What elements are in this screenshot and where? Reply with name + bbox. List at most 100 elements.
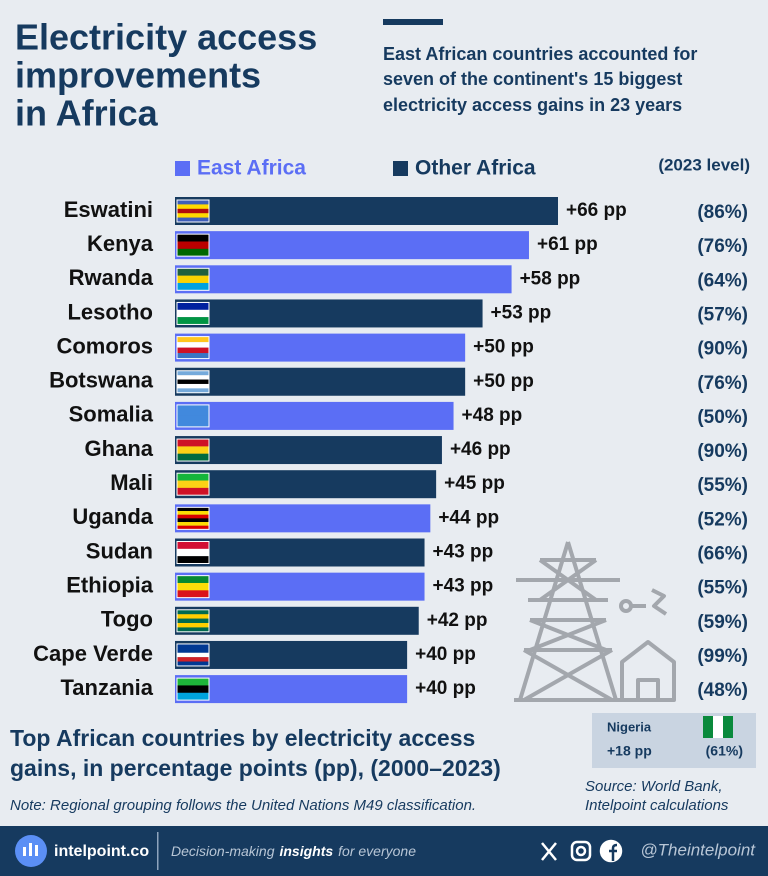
flag: [176, 233, 210, 257]
caption: Top African countries by electricity acc…: [10, 725, 501, 781]
brand[interactable]: intelpoint.co: [54, 843, 149, 860]
value-label: +43 pp: [433, 542, 494, 563]
flag-stripe: [177, 204, 209, 209]
bar: [175, 367, 466, 396]
level-label: (76%): [697, 373, 748, 394]
flag-border: [176, 404, 210, 428]
flag-stripe: [177, 213, 209, 218]
bar: [175, 572, 425, 601]
flag-border: [176, 301, 210, 325]
flag-stripe: [177, 268, 209, 276]
category-label: Rwanda: [69, 265, 154, 290]
value-label: +42 pp: [427, 610, 488, 631]
level-label: (86%): [697, 202, 748, 223]
note: Note: Regional grouping follows the Unit…: [10, 797, 476, 814]
accent-line: [383, 19, 443, 25]
flag-stripe: [177, 200, 209, 205]
flag-stripe: [177, 453, 209, 462]
legend-swatch: [393, 161, 408, 176]
inset-level: (61%): [706, 743, 743, 759]
title: Electricity access improvements in Afric…: [15, 17, 317, 134]
value-label: +43 pp: [433, 576, 494, 597]
flag-stripe: [177, 556, 209, 564]
flag: [176, 506, 210, 530]
source-line: Source: World Bank,: [585, 778, 723, 795]
subtitle: East African countries accounted for sev…: [383, 44, 697, 115]
legend-label: East Africa: [197, 157, 306, 180]
category-label: Comoros: [56, 333, 153, 358]
legend-swatch: [175, 161, 190, 176]
flag-stripe: [177, 309, 209, 318]
flag-stripe: [177, 234, 209, 242]
caption-line: gains, in percentage points (pp), (2000–…: [10, 755, 501, 781]
flag-stripe: [177, 582, 209, 591]
level-label: (48%): [697, 680, 748, 701]
flag-stripe: [177, 609, 209, 615]
flag: [176, 472, 210, 496]
bar: [175, 231, 529, 260]
value-label: +53 pp: [491, 302, 552, 323]
category-label: Ghana: [85, 436, 154, 461]
flag-stripe: [177, 439, 209, 447]
flag: [176, 643, 210, 667]
bar: [175, 197, 558, 225]
flag-stripe: [177, 522, 209, 526]
category-label: Lesotho: [67, 299, 153, 324]
flag-stripe: [177, 507, 209, 512]
bar: [175, 436, 442, 465]
level-label: (59%): [697, 612, 748, 633]
flag-stripe: [177, 353, 209, 359]
category-label: Kenya: [87, 231, 154, 256]
bar: [175, 640, 408, 669]
flag-stripe: [177, 302, 209, 310]
level-title: (2023 level): [658, 155, 750, 174]
level-label: (50%): [697, 407, 748, 428]
flag-stripe: [177, 623, 209, 628]
flag-stripe: [177, 275, 209, 284]
footer: [0, 826, 768, 876]
flag-border: [176, 370, 210, 394]
brand-logo: [15, 835, 47, 867]
flag-border: [176, 472, 210, 496]
handle[interactable]: @Theintelpoint: [640, 840, 756, 859]
flag-stripe: [177, 525, 209, 530]
level-label: (55%): [697, 475, 748, 496]
flag-stripe: [177, 652, 209, 658]
value-label: +48 pp: [462, 405, 523, 426]
flag: [176, 370, 210, 394]
flag-stripe: [177, 347, 209, 354]
value-label: +40 pp: [415, 644, 476, 665]
category-label: Somalia: [69, 402, 154, 427]
tagline: Decision-making insights for everyone: [171, 843, 416, 859]
flag-stripe: [177, 614, 209, 619]
flag-stripe: [177, 511, 209, 515]
flag-stripe: [177, 627, 209, 632]
bar: [175, 333, 466, 362]
category-label: Tanzania: [60, 675, 153, 700]
flag-stripe: [177, 248, 209, 257]
bar: [175, 470, 437, 499]
flag-stripe: [177, 375, 209, 380]
caption-line: Top African countries by electricity acc…: [10, 725, 475, 751]
value-label: +45 pp: [444, 473, 505, 494]
inset-flag: [703, 716, 733, 738]
flag: [176, 541, 210, 564]
category-label: Mali: [110, 470, 153, 495]
level-label: (90%): [697, 441, 748, 462]
flag-stripe: [177, 336, 209, 343]
value-label: +40 pp: [415, 678, 476, 699]
pylon-icon: [514, 541, 676, 702]
bar: [175, 265, 512, 294]
flag-stripe: [177, 643, 209, 649]
flag-stripe: [177, 473, 209, 481]
flag-stripe: [177, 590, 209, 598]
flag-border: [176, 677, 210, 701]
level-label: (57%): [697, 304, 748, 325]
category-label: Cape Verde: [33, 641, 153, 666]
bar: [175, 538, 425, 567]
level-label: (55%): [697, 578, 748, 599]
subtitle-line: electricity access gains in 23 years: [383, 95, 682, 115]
bar: [175, 299, 483, 328]
category-label: Eswatini: [64, 197, 153, 222]
